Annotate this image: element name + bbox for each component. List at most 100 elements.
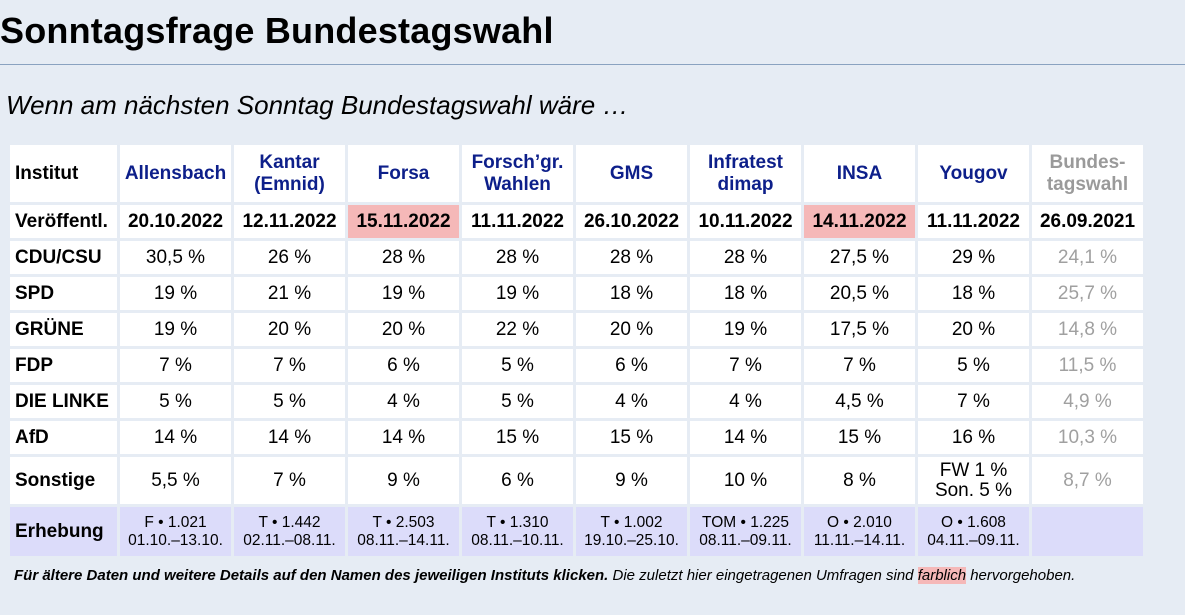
institute-link-forschungsgruppe-wahlen[interactable]: Forsch’gr. Wahlen [471, 151, 564, 195]
erhebung-value: O • 1.608 04.11.–09.11. [918, 507, 1029, 556]
erhebung-row: Erhebung F • 1.021 01.10.–13.10. T • 1.44… [10, 507, 1143, 556]
poll-value: 6 % [462, 457, 573, 504]
poll-value: 5 % [234, 385, 345, 418]
institute-link-yougov[interactable]: Yougov [939, 162, 1008, 184]
poll-value: 19 % [690, 313, 801, 346]
date-row: Veröffentl. 20.10.2022 12.11.2022 15.11.… [10, 205, 1143, 238]
institute-link-insa[interactable]: INSA [836, 162, 883, 184]
election-value: 11,5 % [1032, 349, 1143, 382]
party-name: DIE LINKE [10, 385, 117, 418]
poll-value: 26 % [234, 241, 345, 274]
poll-value: 5 % [462, 385, 573, 418]
poll-value: 19 % [462, 277, 573, 310]
publish-date: 11.11.2022 [462, 205, 573, 238]
institute-header[interactable]: Forsa [348, 145, 459, 202]
poll-value: 9 % [348, 457, 459, 504]
poll-value: 19 % [120, 313, 231, 346]
election-header: Bundes-tagswahl [1032, 145, 1143, 202]
poll-value: 20 % [234, 313, 345, 346]
poll-value: 18 % [690, 277, 801, 310]
election-value: 14,8 % [1032, 313, 1143, 346]
poll-value: 14 % [234, 421, 345, 454]
poll-value: 4 % [690, 385, 801, 418]
poll-value: 22 % [462, 313, 573, 346]
poll-value: 6 % [348, 349, 459, 382]
poll-table: Institut Allensbach Kantar (Emnid) Forsa … [7, 142, 1146, 559]
party-row: CDU/CSU 30,5 % 26 % 28 % 28 % 28 % 28 % 27,5 % 2… [10, 241, 1143, 274]
election-value: 25,7 % [1032, 277, 1143, 310]
institute-header[interactable]: Infratest dimap [690, 145, 801, 202]
footnote: Für ältere Daten und weitere Details auf… [14, 566, 1174, 586]
publish-date: 20.10.2022 [120, 205, 231, 238]
institute-header[interactable]: INSA [804, 145, 915, 202]
party-row: AfD 14 % 14 % 14 % 15 % 15 % 14 % 15 % 16 % 10,3 … [10, 421, 1143, 454]
page-title: Sonntagsfrage Bundestagswahl [0, 10, 554, 51]
poll-value: 29 % [918, 241, 1029, 274]
footnote-end: hervorgehoben. [966, 567, 1076, 584]
poll-value: 5 % [120, 385, 231, 418]
publish-date: 26.10.2022 [576, 205, 687, 238]
party-name: AfD [10, 421, 117, 454]
poll-value: FW 1 % Son. 5 % [918, 457, 1029, 504]
erhebung-value: O • 2.010 11.11.–14.11. [804, 507, 915, 556]
poll-value: 27,5 % [804, 241, 915, 274]
election-value: 4,9 % [1032, 385, 1143, 418]
poll-value: 17,5 % [804, 313, 915, 346]
poll-value: 5,5 % [120, 457, 231, 504]
footnote-bold: Für ältere Daten und weitere Details auf… [14, 567, 609, 584]
institute-header[interactable]: Kantar (Emnid) [234, 145, 345, 202]
poll-value: 20 % [348, 313, 459, 346]
poll-value: 15 % [576, 421, 687, 454]
publish-date: 10.11.2022 [690, 205, 801, 238]
poll-value: 15 % [462, 421, 573, 454]
poll-value: 19 % [348, 277, 459, 310]
poll-value: 28 % [576, 241, 687, 274]
election-value: 24,1 % [1032, 241, 1143, 274]
header-label: Institut [10, 145, 117, 202]
party-name: GRÜNE [10, 313, 117, 346]
party-row: FDP 7 % 7 % 6 % 5 % 6 % 7 % 7 % 5 % 11,5 % [10, 349, 1143, 382]
poll-value: 21 % [234, 277, 345, 310]
poll-value: 20 % [576, 313, 687, 346]
poll-value: 14 % [348, 421, 459, 454]
erhebung-value: T • 2.503 08.11.–14.11. [348, 507, 459, 556]
footnote-text: Die zuletzt hier eingetragenen Umfragen … [608, 567, 918, 584]
institute-header[interactable]: Forsch’gr. Wahlen [462, 145, 573, 202]
erhebung-value: T • 1.310 08.11.–10.11. [462, 507, 573, 556]
election-value: 10,3 % [1032, 421, 1143, 454]
publish-date: 11.11.2022 [918, 205, 1029, 238]
institute-header[interactable]: GMS [576, 145, 687, 202]
election-date: 26.09.2021 [1032, 205, 1143, 238]
erhebung-value: T • 1.442 02.11.–08.11. [234, 507, 345, 556]
poll-value: 8 % [804, 457, 915, 504]
poll-value: 20,5 % [804, 277, 915, 310]
poll-value: 14 % [690, 421, 801, 454]
party-row: SPD 19 % 21 % 19 % 19 % 18 % 18 % 20,5 % 18 % 25,… [10, 277, 1143, 310]
institute-header[interactable]: Yougov [918, 145, 1029, 202]
header-row: Institut Allensbach Kantar (Emnid) Forsa … [10, 145, 1143, 202]
poll-value: 10 % [690, 457, 801, 504]
erhebung-value: F • 1.021 01.10.–13.10. [120, 507, 231, 556]
poll-value: 5 % [462, 349, 573, 382]
erhebung-value: TOM • 1.225 08.11.–09.11. [690, 507, 801, 556]
date-label: Veröffentl. [10, 205, 117, 238]
election-value: 8,7 % [1032, 457, 1143, 504]
institute-link-allensbach[interactable]: Allensbach [124, 162, 227, 184]
institute-link-kantar[interactable]: Kantar (Emnid) [254, 151, 325, 195]
poll-value: 15 % [804, 421, 915, 454]
poll-value: 7 % [120, 349, 231, 382]
institute-link-gms[interactable]: GMS [609, 162, 654, 184]
publish-date: 12.11.2022 [234, 205, 345, 238]
poll-value: 4,5 % [804, 385, 915, 418]
party-row: GRÜNE 19 % 20 % 20 % 22 % 20 % 19 % 17,5 % 20 % 1… [10, 313, 1143, 346]
poll-value: 18 % [576, 277, 687, 310]
poll-value: 16 % [918, 421, 1029, 454]
institute-link-forsa[interactable]: Forsa [377, 162, 430, 184]
institute-header[interactable]: Allensbach [120, 145, 231, 202]
institute-link-infratest-dimap[interactable]: Infratest dimap [708, 151, 783, 195]
poll-value: 30,5 % [120, 241, 231, 274]
poll-value: 18 % [918, 277, 1029, 310]
poll-value: 19 % [120, 277, 231, 310]
page-subtitle: Wenn am nächsten Sonntag Bundestagswahl … [6, 90, 629, 120]
publish-date-highlighted: 15.11.2022 [348, 205, 459, 238]
